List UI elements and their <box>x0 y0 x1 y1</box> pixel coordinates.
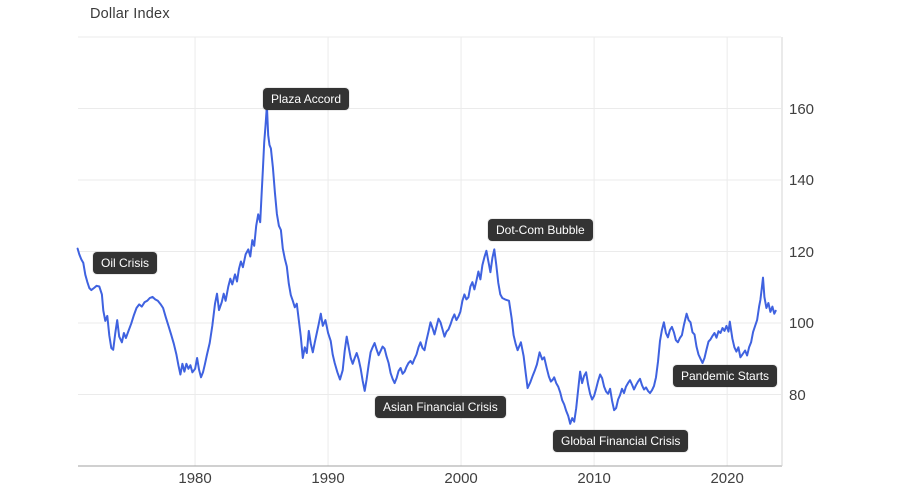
annotation-pandemic-starts: Pandemic Starts <box>673 365 778 387</box>
annotation-dot-com-bubble: Dot-Com Bubble <box>488 219 593 241</box>
chart-title: Dollar Index <box>90 6 170 22</box>
x-tick-label: 1990 <box>311 470 345 487</box>
y-tick-label: 140 <box>789 172 815 189</box>
x-tick-label: 2020 <box>710 470 744 487</box>
y-tick-label: 100 <box>789 315 815 332</box>
annotation-global-financial-crisis: Global Financial Crisis <box>553 430 689 452</box>
x-tick-label: 2000 <box>444 470 478 487</box>
x-tick-label: 1980 <box>178 470 212 487</box>
x-tick-label: 2010 <box>577 470 611 487</box>
annotation-asian-financial-crisis: Asian Financial Crisis <box>375 396 506 418</box>
y-tick-label: 80 <box>789 386 806 404</box>
annotation-oil-crisis: Oil Crisis <box>93 252 157 274</box>
y-tick-label: 160 <box>789 100 815 118</box>
y-tick-label: 120 <box>789 243 815 261</box>
annotation-plaza-accord: Plaza Accord <box>263 88 350 110</box>
dollar-index-line-series <box>76 104 777 425</box>
